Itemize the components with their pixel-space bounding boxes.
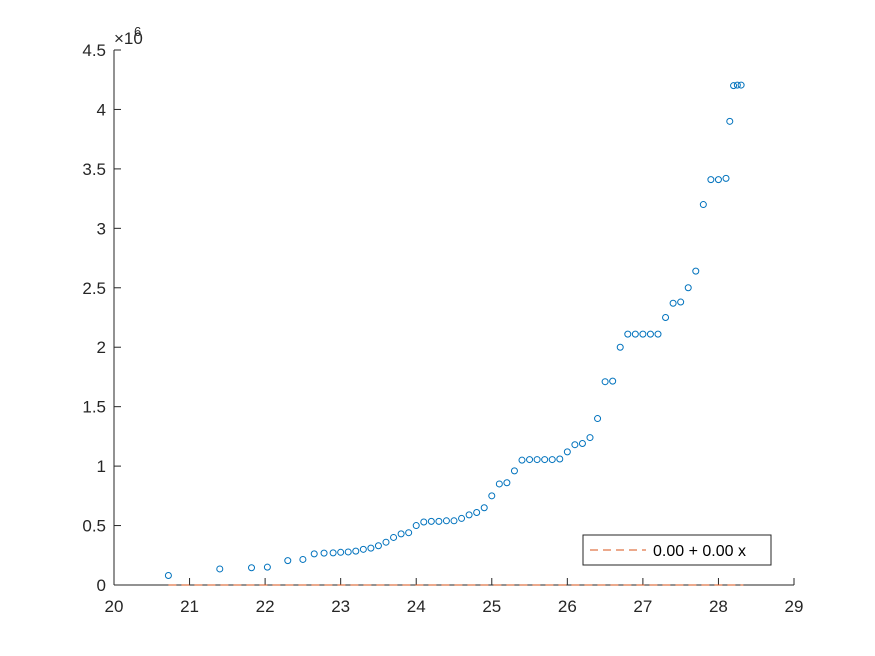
scatter-point — [344, 548, 352, 556]
scatter-point — [692, 267, 700, 275]
scatter-point — [624, 330, 632, 338]
y-tick-label: 0 — [97, 576, 106, 595]
scatter-point — [216, 565, 224, 573]
scatter-point — [352, 547, 360, 555]
scatter-point — [556, 455, 564, 463]
scatter-point — [510, 467, 518, 475]
x-tick-label: 26 — [558, 597, 577, 616]
x-tick-labels: 20 21 22 23 24 25 26 27 28 29 — [105, 597, 804, 616]
scatter-point — [563, 448, 571, 456]
scatter-point — [699, 201, 707, 209]
scatter-point — [631, 330, 639, 338]
scatter-point — [320, 549, 328, 557]
scatter-point — [488, 492, 496, 500]
scatter-point — [609, 377, 617, 385]
x-tick-label: 29 — [785, 597, 804, 616]
scatter-point — [541, 456, 549, 464]
scatter-point — [722, 174, 730, 182]
scatter-point — [420, 518, 428, 526]
x-tick-label: 28 — [709, 597, 728, 616]
scatter-point — [707, 176, 715, 184]
scatter-point — [662, 314, 670, 321]
scatter-point — [518, 456, 526, 464]
x-tick-label: 20 — [105, 597, 124, 616]
scatter-point — [571, 441, 579, 449]
y-tick-label: 1 — [97, 457, 106, 476]
y-tick-label: 2.5 — [82, 279, 106, 298]
scatter-point — [248, 564, 256, 572]
y-tick-label: 3.5 — [82, 160, 106, 179]
scatter-point — [367, 544, 375, 552]
x-tick-label: 22 — [256, 597, 275, 616]
scatter-point — [397, 530, 405, 538]
scatter-point — [310, 550, 318, 558]
scatter-point — [164, 571, 172, 579]
scatter-point — [526, 456, 534, 464]
scatter-point — [427, 517, 435, 525]
scatter-point — [639, 330, 647, 338]
scatter-point — [412, 522, 420, 530]
legend: 0.00 + 0.00 x — [582, 534, 772, 566]
x-tick-label: 25 — [482, 597, 501, 616]
scatter-point — [442, 517, 450, 525]
scatter-point — [730, 82, 738, 90]
legend-box — [582, 534, 772, 566]
y-tick-label: 1.5 — [82, 398, 106, 417]
y-exponent-power: 6 — [134, 24, 141, 39]
y-tick-label: 4.5 — [82, 41, 106, 60]
scatter-point — [714, 176, 722, 184]
scatter-point — [374, 542, 382, 550]
scatter-point — [299, 555, 307, 563]
scatter-point — [458, 514, 466, 522]
scatter-point — [601, 378, 609, 386]
scatter-point — [646, 330, 654, 338]
scatter-point — [435, 517, 443, 525]
scatter-point — [578, 440, 586, 448]
scatter-point — [533, 456, 541, 464]
scatter-point — [359, 545, 367, 553]
scatter-point — [586, 434, 594, 442]
scatter-point — [337, 548, 345, 556]
scatter-point — [473, 508, 481, 516]
scatter-point — [684, 284, 692, 292]
y-tick-label: 2 — [97, 338, 106, 357]
scatter-point — [382, 538, 390, 546]
scatter-point — [495, 480, 503, 488]
scatter-point — [737, 81, 745, 89]
y-tick-label: 4 — [97, 100, 106, 119]
x-tick-label: 21 — [180, 597, 199, 616]
scatter-point — [733, 81, 741, 89]
x-tick-label: 27 — [633, 597, 652, 616]
scatter-point — [726, 117, 734, 125]
scatter-point — [465, 511, 473, 519]
scatter-point — [329, 549, 337, 557]
y-tick-labels: 0 0.5 1 1.5 2 2.5 3 3.5 4 4.5 — [82, 41, 106, 595]
scatter-point — [616, 343, 624, 351]
scatter-point — [503, 479, 511, 487]
x-tick-label: 23 — [331, 597, 350, 616]
scatter-point — [669, 299, 677, 307]
scatter-point — [594, 415, 602, 423]
x-tick-label: 24 — [407, 597, 426, 616]
y-tick-label: 3 — [97, 219, 106, 238]
scatter-point — [654, 330, 662, 338]
scatter-point — [390, 533, 398, 541]
scatter-point — [405, 529, 413, 537]
legend-label: 0.00 + 0.00 x — [653, 543, 746, 560]
scatter-series — [164, 81, 745, 579]
scatter-point — [284, 557, 292, 565]
scatter-point — [450, 517, 458, 525]
axis-ticks — [113, 49, 795, 586]
scatter-point — [548, 456, 556, 464]
y-tick-label: 0.5 — [82, 517, 106, 536]
y-exponent-base: ×10 — [114, 29, 143, 48]
scatter-point — [480, 504, 488, 512]
scatter-point — [263, 563, 271, 571]
scatter-point — [677, 298, 685, 306]
